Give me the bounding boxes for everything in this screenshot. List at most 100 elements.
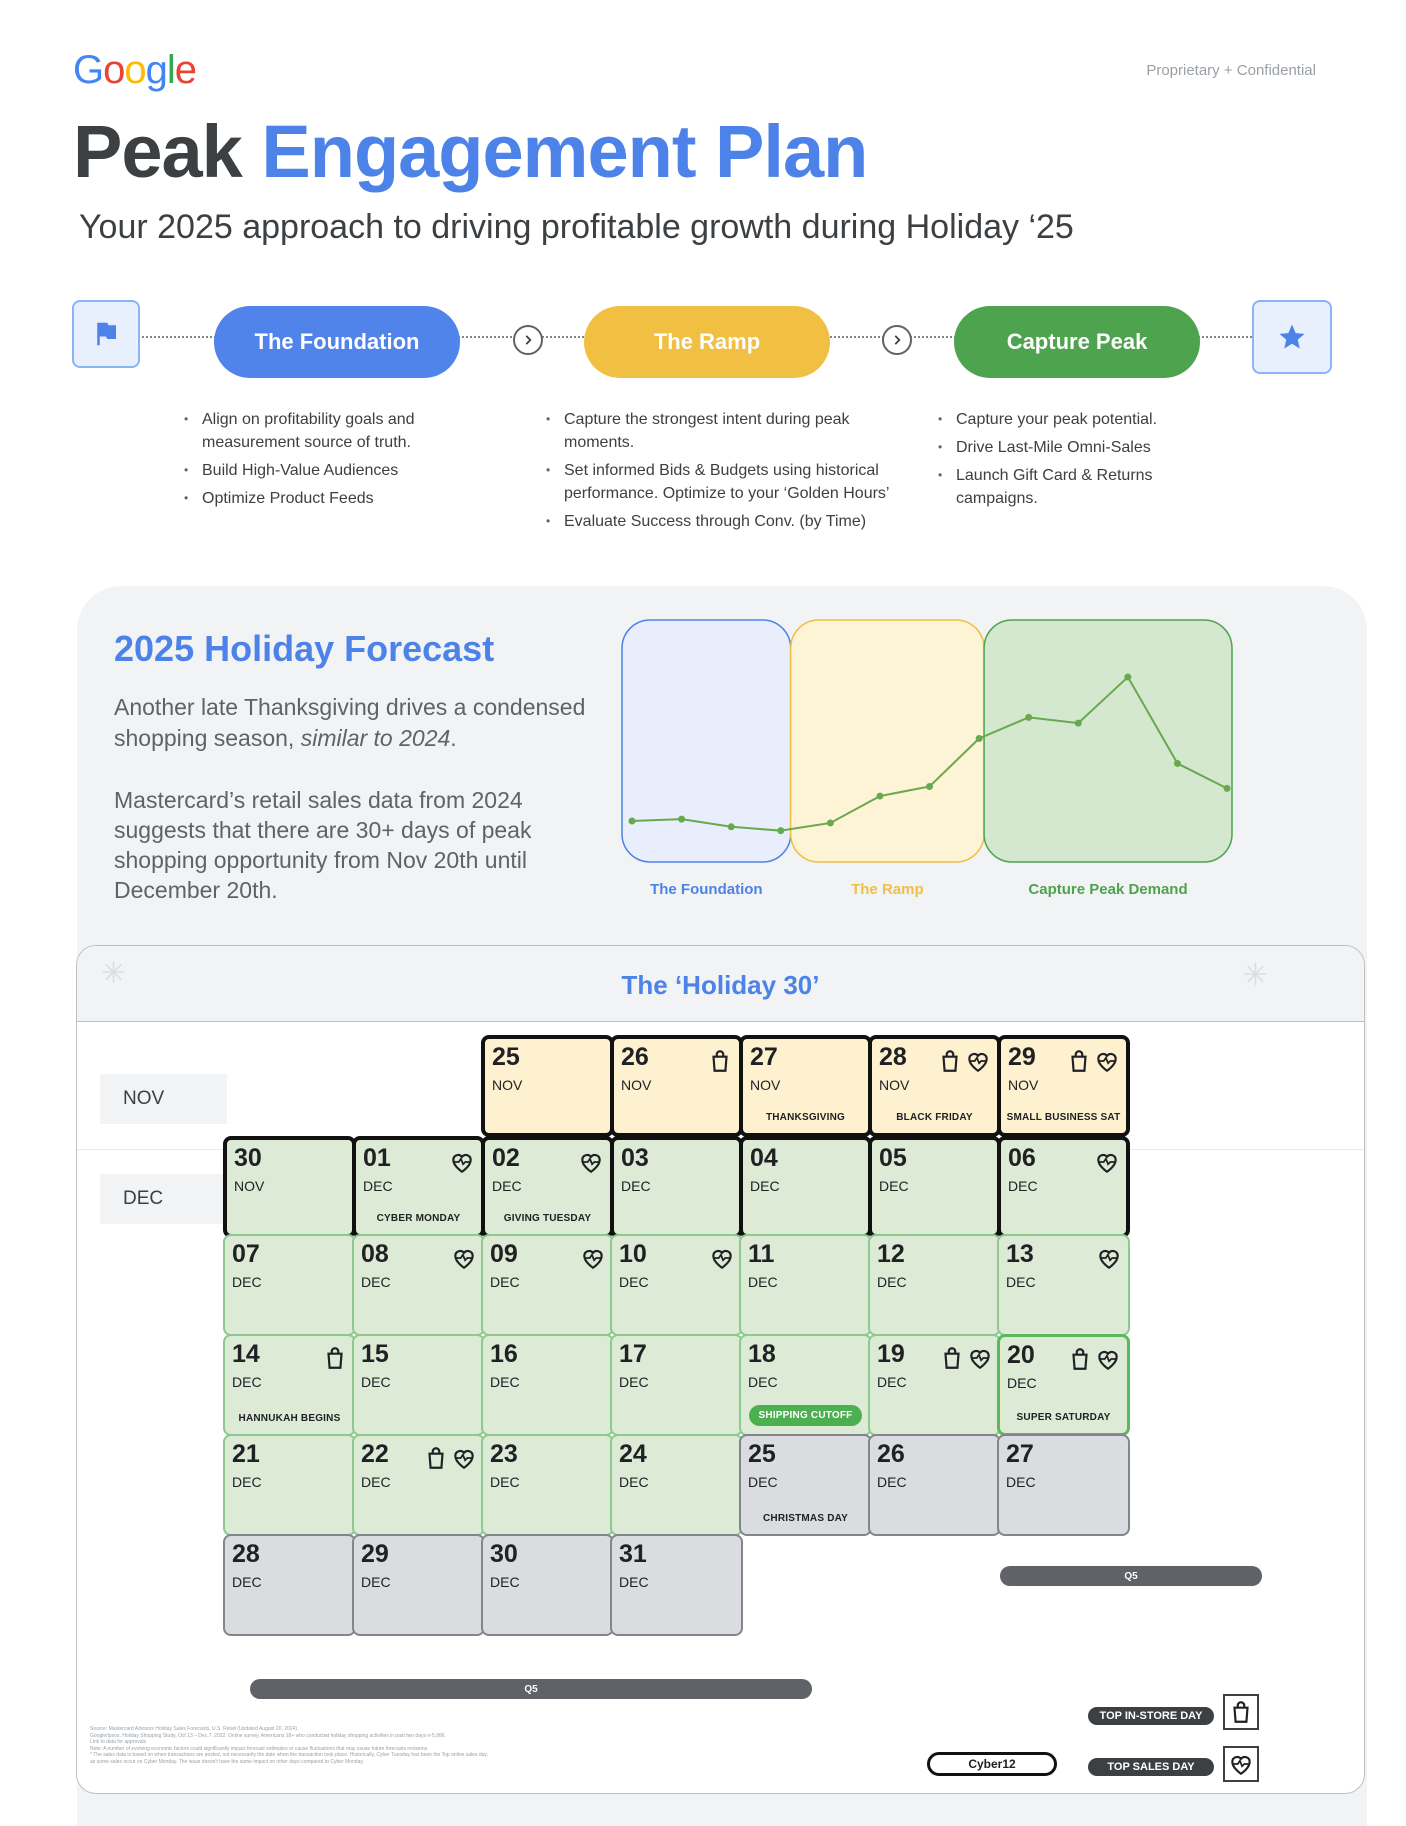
chart-region: [789, 619, 985, 863]
day-month: DEC: [490, 1474, 520, 1490]
day-number: 04: [750, 1144, 778, 1172]
day-number: 22: [361, 1440, 389, 1468]
heart-pulse-icon: [451, 1444, 477, 1477]
source-line: as some sales occur on Cyber Monday. The…: [90, 1758, 364, 1765]
calendar-day: 14 DEC HANNUKAH BEGINS: [223, 1334, 356, 1436]
cyber12-pill: Cyber12: [927, 1752, 1057, 1776]
calendar-day: 28 DEC: [223, 1534, 356, 1636]
heart-pulse-icon: [965, 1047, 991, 1080]
calendar-day: 08 DEC: [352, 1234, 485, 1336]
calendar-day: 25 DEC CHRISTMAS DAY: [739, 1434, 872, 1536]
chart-data-point: [1124, 673, 1132, 681]
day-number: 29: [361, 1540, 389, 1568]
calendar-day: 04 DEC: [739, 1136, 872, 1238]
calendar-day: 16 DEC: [481, 1334, 614, 1436]
day-number: 30: [234, 1144, 262, 1172]
shopping-bag-icon: [322, 1344, 348, 1377]
chart-data-point: [1173, 759, 1181, 767]
day-number: 23: [490, 1440, 518, 1468]
calendar-day: 05 DEC: [868, 1136, 1001, 1238]
heart-pulse-icon: [449, 1148, 475, 1181]
chart-data-point: [628, 817, 636, 825]
day-month: DEC: [232, 1474, 262, 1490]
day-month: DEC: [877, 1374, 907, 1390]
day-month: DEC: [1006, 1474, 1036, 1490]
day-number: 21: [232, 1440, 260, 1468]
q5-bar: Q5: [250, 1679, 812, 1699]
ramp-bullets: Capture the strongest intent during peak…: [546, 408, 906, 538]
list-item: Build High-Value Audiences: [184, 459, 484, 482]
heart-pulse-icon: [1223, 1746, 1259, 1782]
phase-pill-capture: Capture Peak: [954, 306, 1200, 378]
calendar-day: 30 NOV: [223, 1136, 356, 1238]
day-month: DEC: [879, 1178, 909, 1194]
q5-bar: Q5: [1000, 1566, 1262, 1586]
calendar-day: 10 DEC: [610, 1234, 743, 1336]
day-number: 06: [1008, 1144, 1036, 1172]
day-event: SMALL BUSINESS SAT: [1006, 1112, 1121, 1123]
heart-pulse-icon: [1095, 1345, 1121, 1378]
shopping-bag-icon: [1067, 1345, 1093, 1378]
calendar-day: 11 DEC: [739, 1234, 872, 1336]
day-icons: [580, 1244, 606, 1277]
heart-pulse-icon: [1094, 1148, 1120, 1181]
day-month: DEC: [877, 1274, 907, 1290]
forecast-p1-end: .: [450, 725, 457, 751]
shopping-bag-icon: [939, 1344, 965, 1377]
logo-letter: G: [73, 48, 104, 92]
day-icons: [709, 1244, 735, 1277]
chevron-right-icon: [513, 325, 543, 355]
calendar-header: ✳ ✳ The ‘Holiday 30’: [77, 946, 1364, 1022]
day-icons: [707, 1047, 733, 1080]
calendar-day: 18 DEC SHIPPING CUTOFF: [739, 1334, 872, 1436]
calendar-day: 30 DEC: [481, 1534, 614, 1636]
legend-sales-label: TOP SALES DAY: [1088, 1758, 1214, 1776]
forecast-title: 2025 Holiday Forecast: [114, 628, 495, 669]
chart-data-point: [926, 782, 934, 790]
phase-pill-ramp: The Ramp: [584, 306, 830, 378]
holiday-calendar: ✳ ✳ The ‘Holiday 30’ NOV DEC 25 NOV 26 NOV 2…: [76, 945, 1365, 1794]
day-month: DEC: [363, 1178, 393, 1194]
day-number: 14: [232, 1340, 260, 1368]
day-icons: [1067, 1345, 1121, 1378]
chart-data-point: [1025, 713, 1033, 721]
calendar-day: 29 NOV SMALL BUSINESS SAT: [997, 1035, 1130, 1137]
calendar-day: 28 NOV BLACK FRIDAY: [868, 1035, 1001, 1137]
day-event: THANKSGIVING: [765, 1112, 846, 1123]
day-month: DEC: [361, 1574, 391, 1590]
day-number: 09: [490, 1240, 518, 1268]
calendar-day: 07 DEC: [223, 1234, 356, 1336]
day-number: 12: [877, 1240, 905, 1268]
logo-letter: l: [166, 48, 176, 92]
day-month: DEC: [1006, 1274, 1036, 1290]
day-number: 30: [490, 1540, 518, 1568]
source-line: Note: A number of evolving economic fact…: [90, 1745, 429, 1752]
calendar-day: 09 DEC: [481, 1234, 614, 1336]
day-icons: [937, 1047, 991, 1080]
day-month: DEC: [750, 1178, 780, 1194]
day-month: DEC: [490, 1274, 520, 1290]
chart-region-label: The Foundation: [650, 881, 762, 898]
shopping-bag-icon: [1066, 1047, 1092, 1080]
star-icon: [1252, 300, 1332, 374]
snowflake-icon: ✳: [101, 957, 127, 990]
list-item: Capture the strongest intent during peak…: [546, 408, 906, 454]
day-month: DEC: [232, 1274, 262, 1290]
calendar-day: 24 DEC: [610, 1434, 743, 1536]
day-number: 02: [492, 1144, 520, 1172]
day-number: 26: [877, 1440, 905, 1468]
day-number: 13: [1006, 1240, 1034, 1268]
chart-data-point: [1223, 784, 1231, 792]
list-item: Drive Last-Mile Omni-Sales: [938, 436, 1198, 459]
chart-data-point: [975, 734, 983, 742]
chart-data-point: [678, 815, 686, 823]
day-month: DEC: [492, 1178, 522, 1194]
source-notes: Source: Mastercard Advisors Holiday Sale…: [90, 1726, 570, 1765]
calendar-day: 21 DEC: [223, 1434, 356, 1536]
month-label-nov: NOV: [100, 1074, 227, 1124]
calendar-day: 31 DEC: [610, 1534, 743, 1636]
calendar-day: 13 DEC: [997, 1234, 1130, 1336]
day-month: NOV: [879, 1077, 910, 1093]
foundation-bullets: Align on profitability goals and measure…: [184, 408, 484, 515]
shopping-bag-icon: [707, 1047, 733, 1080]
